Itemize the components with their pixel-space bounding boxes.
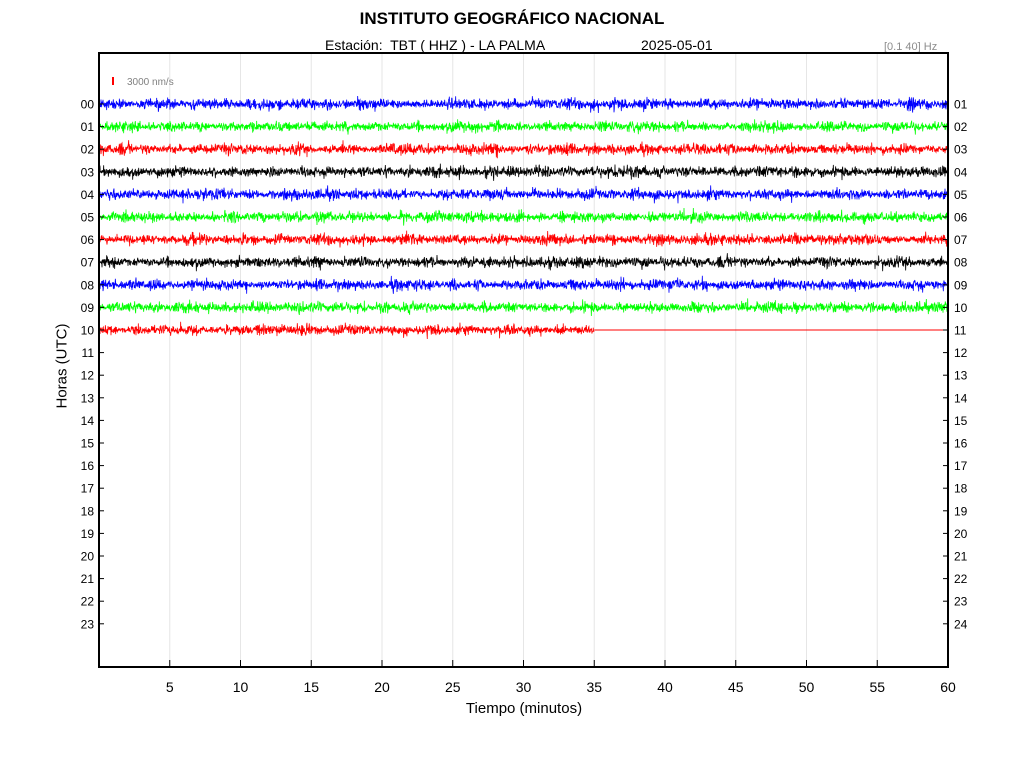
x-axis-label: Tiempo (minutos) (465, 700, 583, 717)
y-tick-label-left-9: 09 (81, 301, 95, 315)
x-tick-label-4: 25 (445, 679, 461, 695)
y-tick-label-right-9: 10 (954, 301, 968, 315)
y-tick-label-right-1: 02 (954, 120, 968, 134)
trace-hour-8 (98, 275, 949, 294)
station-label: Estación: TBT ( HHZ ) - LA PALMA (325, 37, 546, 53)
y-tick-label-right-6: 07 (954, 233, 968, 247)
y-tick-label-left-14: 14 (81, 414, 95, 428)
y-tick-label-right-11: 12 (954, 346, 968, 360)
trace-hour-9 (98, 298, 949, 316)
x-tick-label-5: 30 (516, 679, 532, 695)
y-tick-label-left-3: 03 (81, 165, 95, 179)
x-tick-label-8: 45 (728, 679, 744, 695)
seismic-traces (98, 96, 949, 340)
y-tick-label-left-5: 05 (81, 211, 95, 225)
x-tick-label-11: 60 (940, 679, 956, 695)
y-tick-label-right-21: 22 (954, 572, 968, 586)
y-tick-label-right-5: 06 (954, 211, 968, 225)
y-tick-label-left-20: 20 (81, 550, 95, 564)
x-tick-label-7: 40 (657, 679, 673, 695)
trace-hour-6 (98, 230, 949, 248)
y-tick-label-right-17: 18 (954, 482, 968, 496)
y-tick-label-right-13: 14 (954, 391, 968, 405)
y-tick-label-right-15: 16 (954, 437, 968, 451)
x-tick-label-1: 10 (233, 679, 249, 695)
y-tick-label-right-10: 11 (954, 324, 967, 338)
y-tick-label-left-21: 21 (81, 572, 95, 586)
amplitude-scale: 3000 nm/s (112, 77, 174, 88)
y-tick-label-left-11: 11 (82, 346, 95, 360)
chart-title: INSTITUTO GEOGRÁFICO NACIONAL (359, 9, 665, 28)
y-tick-label-right-16: 17 (954, 459, 968, 473)
y-tick-label-left-18: 18 (81, 504, 95, 518)
y-tick-label-left-22: 22 (81, 595, 95, 609)
y-tick-label-left-4: 04 (81, 188, 95, 202)
y-tick-label-right-14: 15 (954, 414, 968, 428)
scale-label: 3000 nm/s (127, 77, 174, 88)
filter-band-label: [0.1 40] Hz (884, 41, 938, 53)
y-tick-label-right-2: 03 (954, 143, 968, 157)
x-tick-label-6: 35 (586, 679, 602, 695)
y-tick-label-left-17: 17 (81, 482, 95, 496)
trace-hour-7 (98, 253, 949, 272)
y-tick-label-right-22: 23 (954, 595, 968, 609)
y-tick-label-left-6: 06 (81, 233, 95, 247)
y-tick-label-left-2: 02 (81, 143, 95, 157)
x-ticks: 5 10 15 20 25 30 35 40 45 50 55 60 (166, 660, 956, 695)
trace-hour-0 (98, 96, 949, 114)
y-tick-label-left-15: 15 (81, 437, 95, 451)
y-tick-label-left-16: 16 (81, 459, 95, 473)
y-tick-label-left-12: 12 (81, 369, 95, 383)
date-label: 2025-05-01 (641, 37, 713, 53)
y-tick-label-right-7: 08 (954, 256, 968, 270)
y-tick-label-left-10: 10 (81, 324, 95, 338)
trace-hour-1 (98, 119, 949, 135)
y-tick-label-left-23: 23 (81, 617, 95, 631)
x-tick-label-10: 55 (869, 679, 885, 695)
x-tick-label-3: 20 (374, 679, 390, 695)
y-tick-label-right-8: 09 (954, 278, 968, 292)
y-tick-label-left-19: 19 (81, 527, 95, 541)
y-tick-label-right-3: 04 (954, 165, 968, 179)
trace-hour-2 (98, 140, 949, 159)
y-tick-label-right-19: 20 (954, 527, 968, 541)
y-tick-label-left-0: 00 (81, 98, 95, 112)
y-tick-label-left-1: 01 (81, 120, 95, 134)
y-ticks: 00 01 02 03 04 05 06 07 08 09 10 11 12 13 14 15 16 17 18 19… (81, 98, 968, 632)
x-tick-label-9: 50 (799, 679, 815, 695)
grid-lines (169, 53, 949, 667)
trace-hour-4 (98, 185, 949, 204)
x-tick-label-2: 15 (303, 679, 319, 695)
y-tick-label-right-12: 13 (954, 369, 968, 383)
y-tick-label-right-20: 21 (954, 550, 968, 564)
y-tick-label-right-18: 19 (954, 504, 968, 518)
y-tick-label-right-4: 05 (954, 188, 968, 202)
y-tick-label-right-0: 01 (954, 98, 968, 112)
trace-hour-3 (98, 163, 949, 181)
trace-hour-10 (98, 321, 595, 340)
y-tick-label-left-8: 08 (81, 278, 95, 292)
y-tick-label-right-23: 24 (954, 617, 968, 631)
y-tick-label-left-7: 07 (81, 256, 95, 270)
x-tick-label-0: 5 (166, 679, 174, 695)
y-tick-label-left-13: 13 (81, 391, 95, 405)
trace-hour-5 (98, 207, 949, 226)
